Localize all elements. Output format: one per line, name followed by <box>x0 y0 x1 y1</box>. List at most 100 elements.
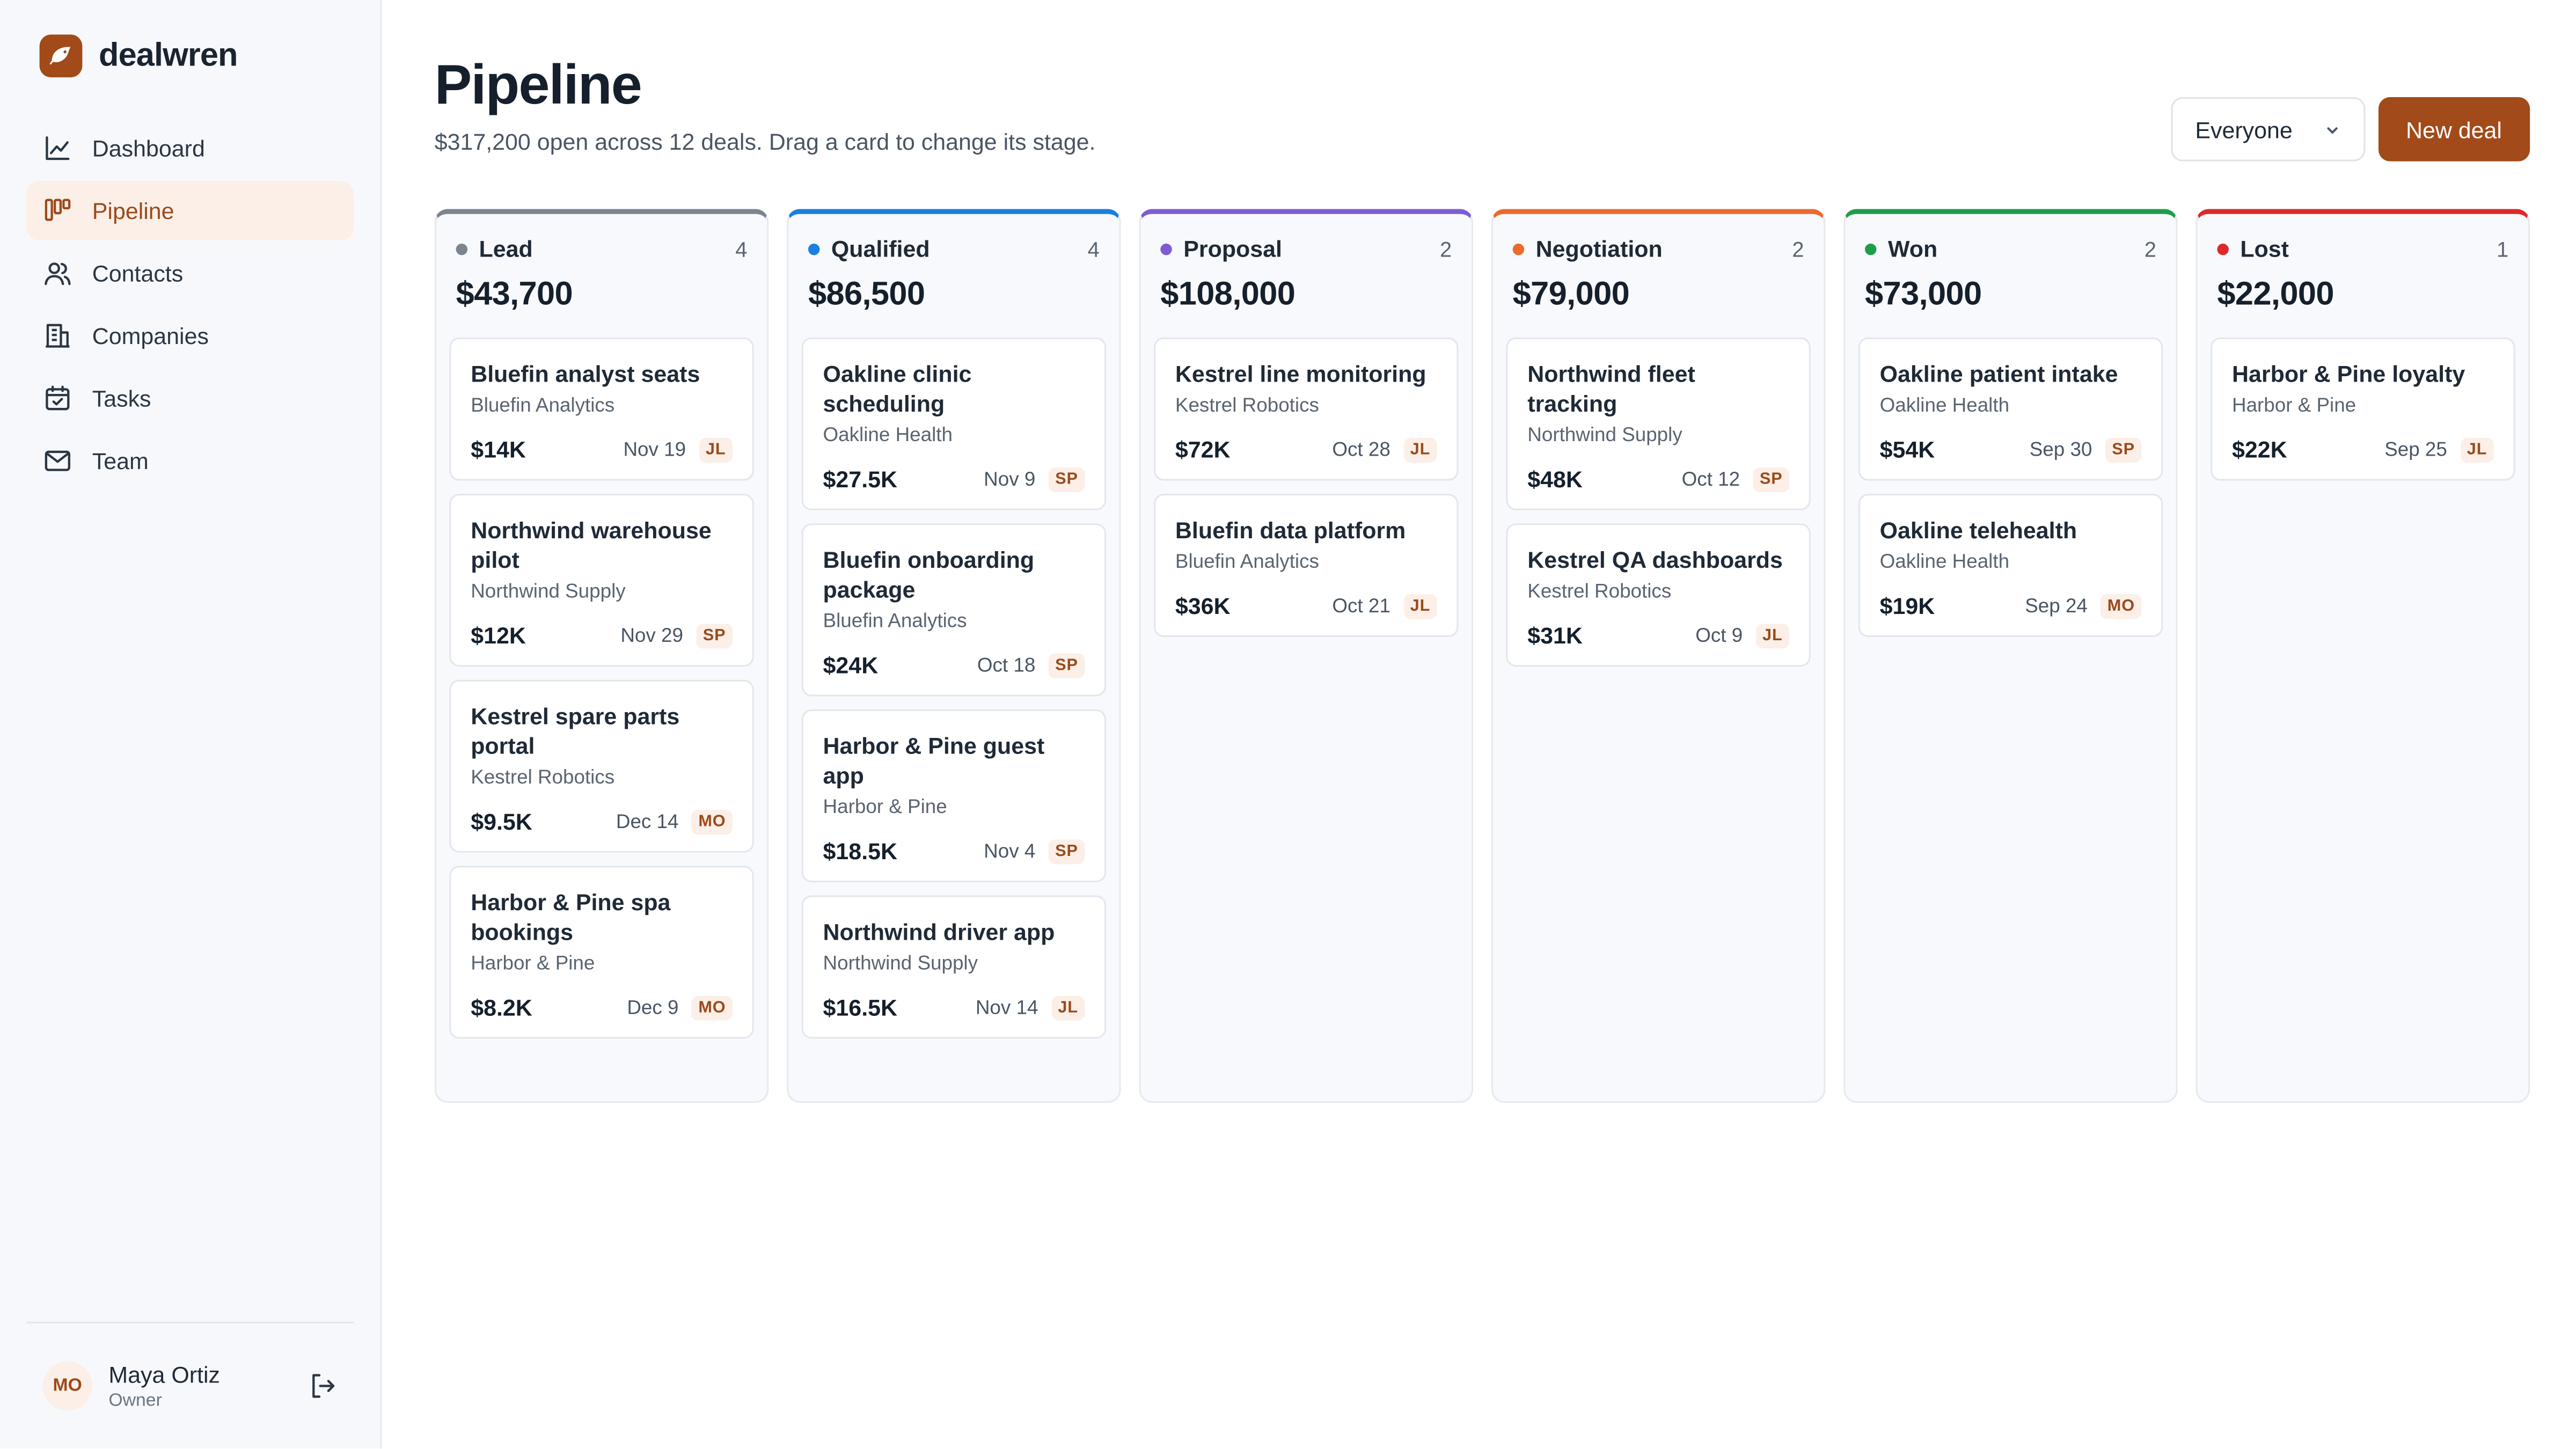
deal-title: Kestrel QA dashboards <box>1527 546 1783 573</box>
deal-close-date: Sep 24 <box>2025 594 2088 618</box>
deal-close-date: Dec 9 <box>627 996 679 1019</box>
logout-icon[interactable] <box>308 1371 338 1401</box>
deal-footer: $12K Nov 29 SP <box>471 622 733 648</box>
deal-card[interactable]: Northwind fleet tracking Northwind Supply… <box>1506 337 1811 510</box>
sidebar-item-pipeline[interactable]: Pipeline <box>26 181 354 240</box>
stage-dot-icon <box>1865 243 1877 254</box>
deal-footer: $31K Oct 9 JL <box>1527 622 1789 648</box>
stage-total: $108,000 <box>1160 276 1296 313</box>
deal-close-date: Oct 12 <box>1681 467 1740 491</box>
sidebar-item-contacts[interactable]: Contacts <box>26 244 354 303</box>
deal-company: Bluefin Analytics <box>823 609 967 632</box>
owner-filter-select[interactable]: Everyone <box>2170 97 2365 162</box>
deal-close-date: Nov 9 <box>984 467 1036 491</box>
sidebar-item-team[interactable]: Team <box>26 431 354 491</box>
deal-title: Kestrel spare parts portal <box>471 702 680 759</box>
stage-column-proposal[interactable]: Proposal 2 $108,000 Kestrel line monitoring… <box>1139 209 1474 1103</box>
deal-owner-badge: JL <box>1403 437 1437 462</box>
deal-owner-badge: MO <box>2101 593 2142 618</box>
deal-close-date: Sep 30 <box>2029 437 2092 461</box>
avatar[interactable]: MO <box>42 1361 92 1411</box>
deal-owner-badge: SP <box>2105 437 2142 462</box>
stage-column-qualified[interactable]: Qualified 4 $86,500 Oakline clinic scheduli… <box>787 209 1121 1103</box>
deal-card[interactable]: Kestrel spare parts portal Kestrel Roboti… <box>449 679 754 853</box>
chevron-down-icon <box>2326 126 2337 134</box>
page-subtitle: $317,200 open across 12 deals. Drag a ca… <box>434 128 1096 155</box>
deal-footer: $18.5K Nov 4 SP <box>823 838 1085 864</box>
sidebar-item-label: Companies <box>92 323 209 349</box>
stage-total: $86,500 <box>808 276 925 313</box>
deal-card[interactable]: Northwind warehouse pilot Northwind Suppl… <box>449 494 754 667</box>
stage-count: 2 <box>1439 236 1452 261</box>
stage-column-negotiation[interactable]: Negotiation 2 $79,000 Northwind fleet track… <box>1491 209 1826 1103</box>
deal-company: Harbor & Pine <box>823 795 947 818</box>
sidebar-item-dashboard[interactable]: Dashboard <box>26 119 354 178</box>
kanban-icon <box>45 199 71 221</box>
brand[interactable]: dealwren <box>26 33 354 79</box>
deal-card[interactable]: Northwind driver app Northwind Supply $16.… <box>801 895 1107 1039</box>
deal-company: Kestrel Robotics <box>471 765 615 789</box>
deal-card[interactable]: Harbor & Pine guest app Harbor & Pine $18.… <box>801 709 1107 882</box>
stage-header: Lead 4 <box>449 234 753 264</box>
stage-name-label: Lead <box>479 235 533 262</box>
deal-card[interactable]: Harbor & Pine spa bookings Harbor & Pine $… <box>449 866 754 1039</box>
deal-card[interactable]: Kestrel QA dashboards Kestrel Robotics $31… <box>1506 523 1811 667</box>
bird-logo-icon <box>39 34 83 78</box>
deal-title: Northwind warehouse pilot <box>471 517 712 573</box>
deal-footer: $54K Sep 30 SP <box>1880 436 2142 463</box>
pipeline-board: Lead 4 $43,700 Bluefin analyst seats Bluefin… <box>434 209 2530 1103</box>
deal-title: Kestrel line monitoring <box>1175 360 1426 387</box>
stage-name-label: Lost <box>2240 235 2289 262</box>
user-role: Owner <box>108 1391 162 1411</box>
deal-card[interactable]: Harbor & Pine loyalty Harbor & Pine $22K Se… <box>2211 337 2515 481</box>
deal-company: Oakline Health <box>823 423 953 447</box>
stage-column-lost[interactable]: Lost 1 $22,000 Harbor & Pine loyalty Harbor … <box>2196 209 2530 1103</box>
deal-card[interactable]: Oakline clinic scheduling Oakline Health $… <box>801 337 1107 510</box>
stage-total: $79,000 <box>1512 276 1630 313</box>
chart-line-icon <box>46 136 70 160</box>
deal-owner-badge: JL <box>1755 623 1789 648</box>
deal-company: Kestrel Robotics <box>1175 393 1319 416</box>
sidebar-item-tasks[interactable]: Tasks <box>26 369 354 428</box>
deal-footer: $24K Oct 18 SP <box>823 652 1085 678</box>
deal-card[interactable]: Oakline telehealth Oakline Health $19K Sep … <box>1858 494 2163 637</box>
sidebar-item-companies[interactable]: Companies <box>26 306 354 365</box>
deal-close-date: Sep 25 <box>2384 437 2447 461</box>
deal-card[interactable]: Bluefin analyst seats Bluefin Analytics $1… <box>449 337 754 481</box>
deal-card[interactable]: Bluefin data platform Bluefin Analytics $3… <box>1154 494 1459 637</box>
stage-name-label: Qualified <box>831 235 930 262</box>
deal-card[interactable]: Oakline patient intake Oakline Health $54K… <box>1858 337 2163 481</box>
stage-column-won[interactable]: Won 2 $73,000 Oakline patient intake Oakline… <box>1843 209 2178 1103</box>
deal-footer: $22K Sep 25 JL <box>2232 436 2494 463</box>
deal-value: $19K <box>1879 592 1935 619</box>
new-deal-button[interactable]: New deal <box>2377 97 2530 162</box>
stage-dot-icon <box>1160 243 1172 254</box>
stage-column-lead[interactable]: Lead 4 $43,700 Bluefin analyst seats Bluefin… <box>434 209 769 1103</box>
stage-name-label: Proposal <box>1183 235 1282 262</box>
sidebar: dealwren Dashboard Pipeline Contacts Com… <box>0 0 382 1449</box>
stage-header: Proposal 2 <box>1154 234 1458 264</box>
deal-value: $31K <box>1527 622 1583 649</box>
deal-footer: $19K Sep 24 MO <box>1880 592 2142 619</box>
deal-close-date: Oct 28 <box>1332 437 1391 461</box>
deal-value: $16.5K <box>823 994 898 1021</box>
deal-close-date: Dec 14 <box>616 810 679 833</box>
deal-footer: $16.5K Nov 14 JL <box>823 994 1085 1021</box>
deal-company: Northwind Supply <box>471 579 626 603</box>
main-content: Pipeline $317,200 open across 12 deals. … <box>382 0 2576 1448</box>
deal-title: Harbor & Pine spa bookings <box>471 889 671 945</box>
deal-company: Harbor & Pine <box>471 951 595 975</box>
deal-footer: $72K Oct 28 JL <box>1175 436 1437 463</box>
deal-card[interactable]: Kestrel line monitoring Kestrel Robotics $… <box>1154 337 1459 481</box>
building-icon <box>46 324 70 348</box>
mail-icon <box>45 450 70 471</box>
deal-value: $14K <box>471 436 526 463</box>
deal-card-list: Northwind fleet tracking Northwind Supply… <box>1506 337 1811 667</box>
stage-header: Qualified 4 <box>802 234 1106 264</box>
deal-company: Bluefin Analytics <box>471 393 615 416</box>
calendar-check-icon <box>46 385 70 411</box>
deal-value: $18.5K <box>823 838 898 865</box>
deal-owner-badge: JL <box>1403 593 1437 618</box>
deal-card-list: Oakline clinic scheduling Oakline Health $… <box>801 337 1107 1039</box>
deal-card[interactable]: Bluefin onboarding package Bluefin Analyt… <box>801 523 1107 697</box>
